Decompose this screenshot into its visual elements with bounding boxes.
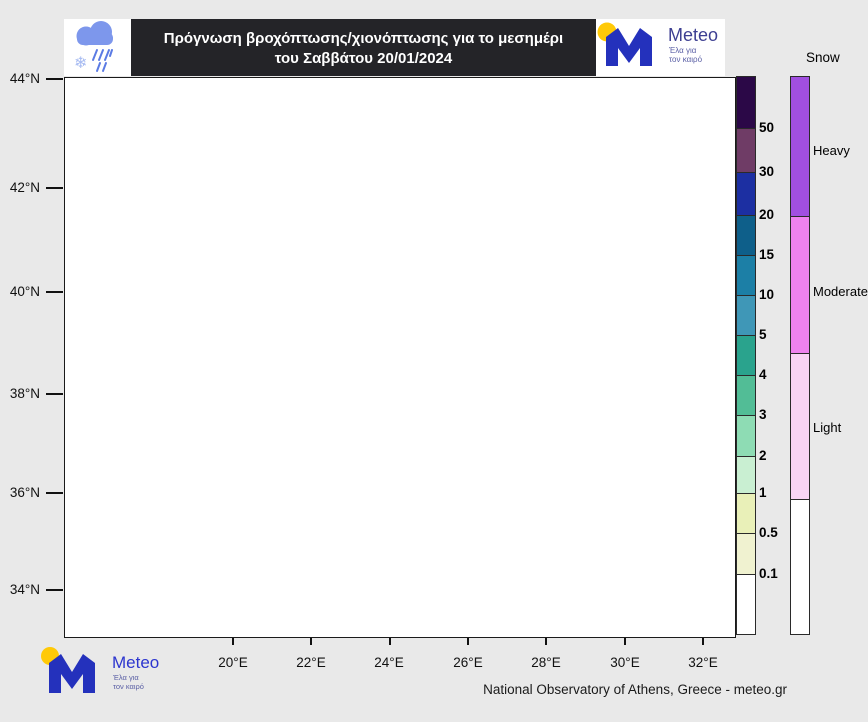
- svg-text:Έλα για: Έλα για: [112, 673, 139, 682]
- svg-text:Meteo: Meteo: [668, 25, 718, 45]
- svg-text:Έλα για: Έλα για: [668, 46, 697, 55]
- svg-text:τον καιρό: τον καιρό: [669, 55, 703, 64]
- svg-text:Meteo: Meteo: [112, 653, 159, 672]
- svg-text:❄: ❄: [74, 55, 87, 72]
- svg-text:τον καιρό: τον καιρό: [113, 682, 144, 691]
